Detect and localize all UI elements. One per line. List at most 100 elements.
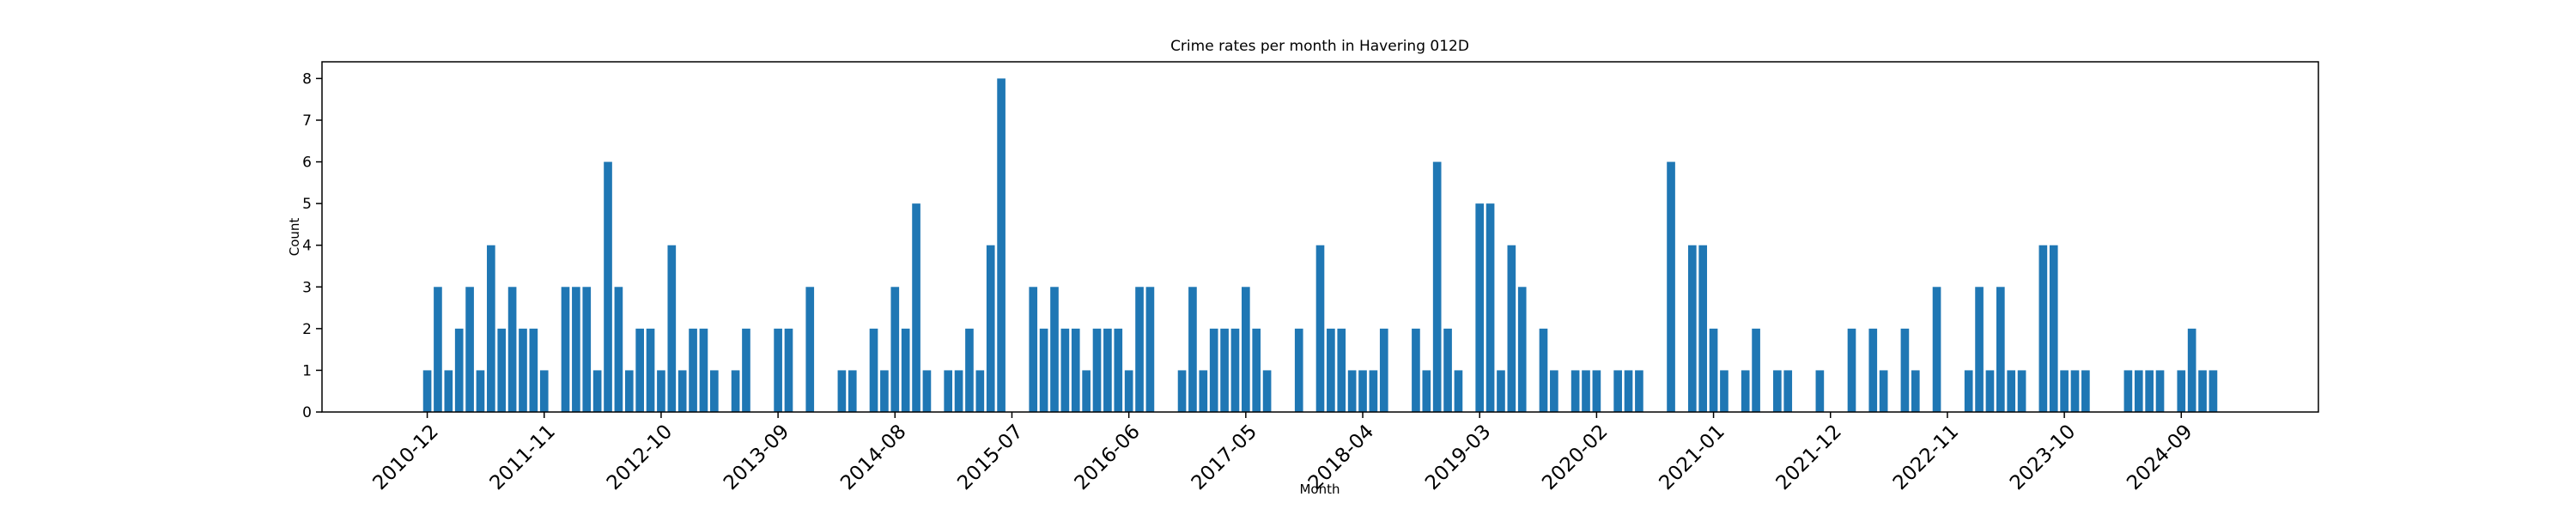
bar bbox=[487, 245, 495, 412]
bar bbox=[582, 287, 592, 412]
bar bbox=[434, 287, 442, 412]
bar bbox=[1847, 328, 1856, 412]
bar bbox=[2134, 370, 2143, 412]
bar bbox=[1124, 370, 1133, 412]
bar bbox=[2145, 370, 2154, 412]
y-tick-label: 2 bbox=[302, 321, 312, 338]
bar bbox=[2155, 370, 2165, 412]
x-tick-label: 2012-10 bbox=[603, 421, 677, 494]
bar bbox=[922, 370, 932, 412]
bar bbox=[1443, 328, 1452, 412]
bar bbox=[677, 370, 687, 412]
bar bbox=[2177, 370, 2186, 412]
bar bbox=[1412, 328, 1420, 412]
x-tick-label: 2014-08 bbox=[836, 421, 910, 494]
bar bbox=[1475, 203, 1485, 412]
bar bbox=[2007, 370, 2016, 412]
bar bbox=[2081, 370, 2090, 412]
bar bbox=[1709, 328, 1718, 412]
bar bbox=[1592, 370, 1601, 412]
bar bbox=[1613, 370, 1622, 412]
bar bbox=[1199, 370, 1208, 412]
bar bbox=[529, 328, 538, 412]
bar bbox=[1539, 328, 1548, 412]
y-axis-label: Count bbox=[287, 218, 302, 257]
bar bbox=[1145, 287, 1155, 412]
bar bbox=[1667, 161, 1675, 413]
bar bbox=[1135, 287, 1144, 412]
bar bbox=[2198, 370, 2207, 412]
bar bbox=[1337, 328, 1346, 412]
bar bbox=[975, 370, 985, 412]
bar bbox=[1550, 370, 1558, 412]
y-tick-label: 6 bbox=[302, 154, 312, 172]
x-tick-label: 2023-10 bbox=[2006, 421, 2080, 494]
y-tick-label: 3 bbox=[302, 279, 312, 296]
x-tick-label: 2015-07 bbox=[953, 421, 1027, 494]
y-tick-label: 8 bbox=[302, 70, 312, 88]
bar bbox=[774, 328, 782, 412]
bar bbox=[657, 370, 665, 412]
bar bbox=[1497, 370, 1505, 412]
bar bbox=[1975, 287, 1984, 412]
bar bbox=[1230, 328, 1240, 412]
bar bbox=[742, 328, 750, 412]
bar bbox=[635, 328, 644, 412]
bar bbox=[1082, 370, 1091, 412]
bar bbox=[1103, 328, 1112, 412]
bar bbox=[2049, 245, 2058, 412]
bar bbox=[784, 328, 793, 412]
bar bbox=[646, 328, 655, 412]
y-tick-label: 4 bbox=[302, 238, 312, 255]
bar bbox=[592, 370, 602, 412]
bar bbox=[497, 328, 507, 412]
bar bbox=[1911, 370, 1920, 412]
bar bbox=[837, 370, 847, 412]
bar bbox=[710, 370, 719, 412]
x-tick-label: 2010-12 bbox=[368, 421, 442, 494]
bar bbox=[731, 370, 740, 412]
bar bbox=[1624, 370, 1633, 412]
bar bbox=[1752, 328, 1760, 412]
bar bbox=[604, 161, 612, 413]
bar bbox=[805, 287, 815, 412]
bar bbox=[1635, 370, 1643, 412]
bar bbox=[519, 328, 527, 412]
x-tick-label: 2021-01 bbox=[1655, 421, 1728, 494]
bar bbox=[912, 203, 920, 412]
bar bbox=[561, 287, 570, 412]
bar bbox=[1687, 245, 1697, 412]
bar bbox=[880, 370, 889, 412]
bar bbox=[1209, 328, 1218, 412]
bar bbox=[1294, 328, 1303, 412]
bar bbox=[848, 370, 857, 412]
bar bbox=[624, 370, 634, 412]
bar bbox=[1932, 287, 1941, 412]
bar bbox=[1485, 203, 1495, 412]
bar bbox=[1315, 245, 1325, 412]
bar bbox=[986, 245, 995, 412]
bar bbox=[1741, 370, 1750, 412]
bar bbox=[2060, 370, 2069, 412]
bar bbox=[1507, 245, 1516, 412]
bar bbox=[2017, 370, 2026, 412]
x-tick-label: 2021-12 bbox=[1772, 421, 1846, 494]
bar bbox=[1358, 370, 1367, 412]
x-tick-label: 2022-11 bbox=[1889, 421, 1963, 494]
bar bbox=[1879, 370, 1888, 412]
bar bbox=[1039, 328, 1048, 412]
bar bbox=[454, 328, 464, 412]
bar bbox=[1996, 287, 2005, 412]
bar bbox=[1422, 370, 1431, 412]
bar bbox=[667, 245, 677, 412]
bar bbox=[1050, 287, 1059, 412]
bar bbox=[1369, 370, 1378, 412]
y-tick-label: 7 bbox=[302, 112, 312, 130]
bar bbox=[1698, 245, 1708, 412]
bar bbox=[954, 370, 963, 412]
chart-title: Crime rates per month in Havering 012D bbox=[1170, 38, 1469, 55]
bar bbox=[422, 370, 432, 412]
bar bbox=[890, 287, 900, 412]
